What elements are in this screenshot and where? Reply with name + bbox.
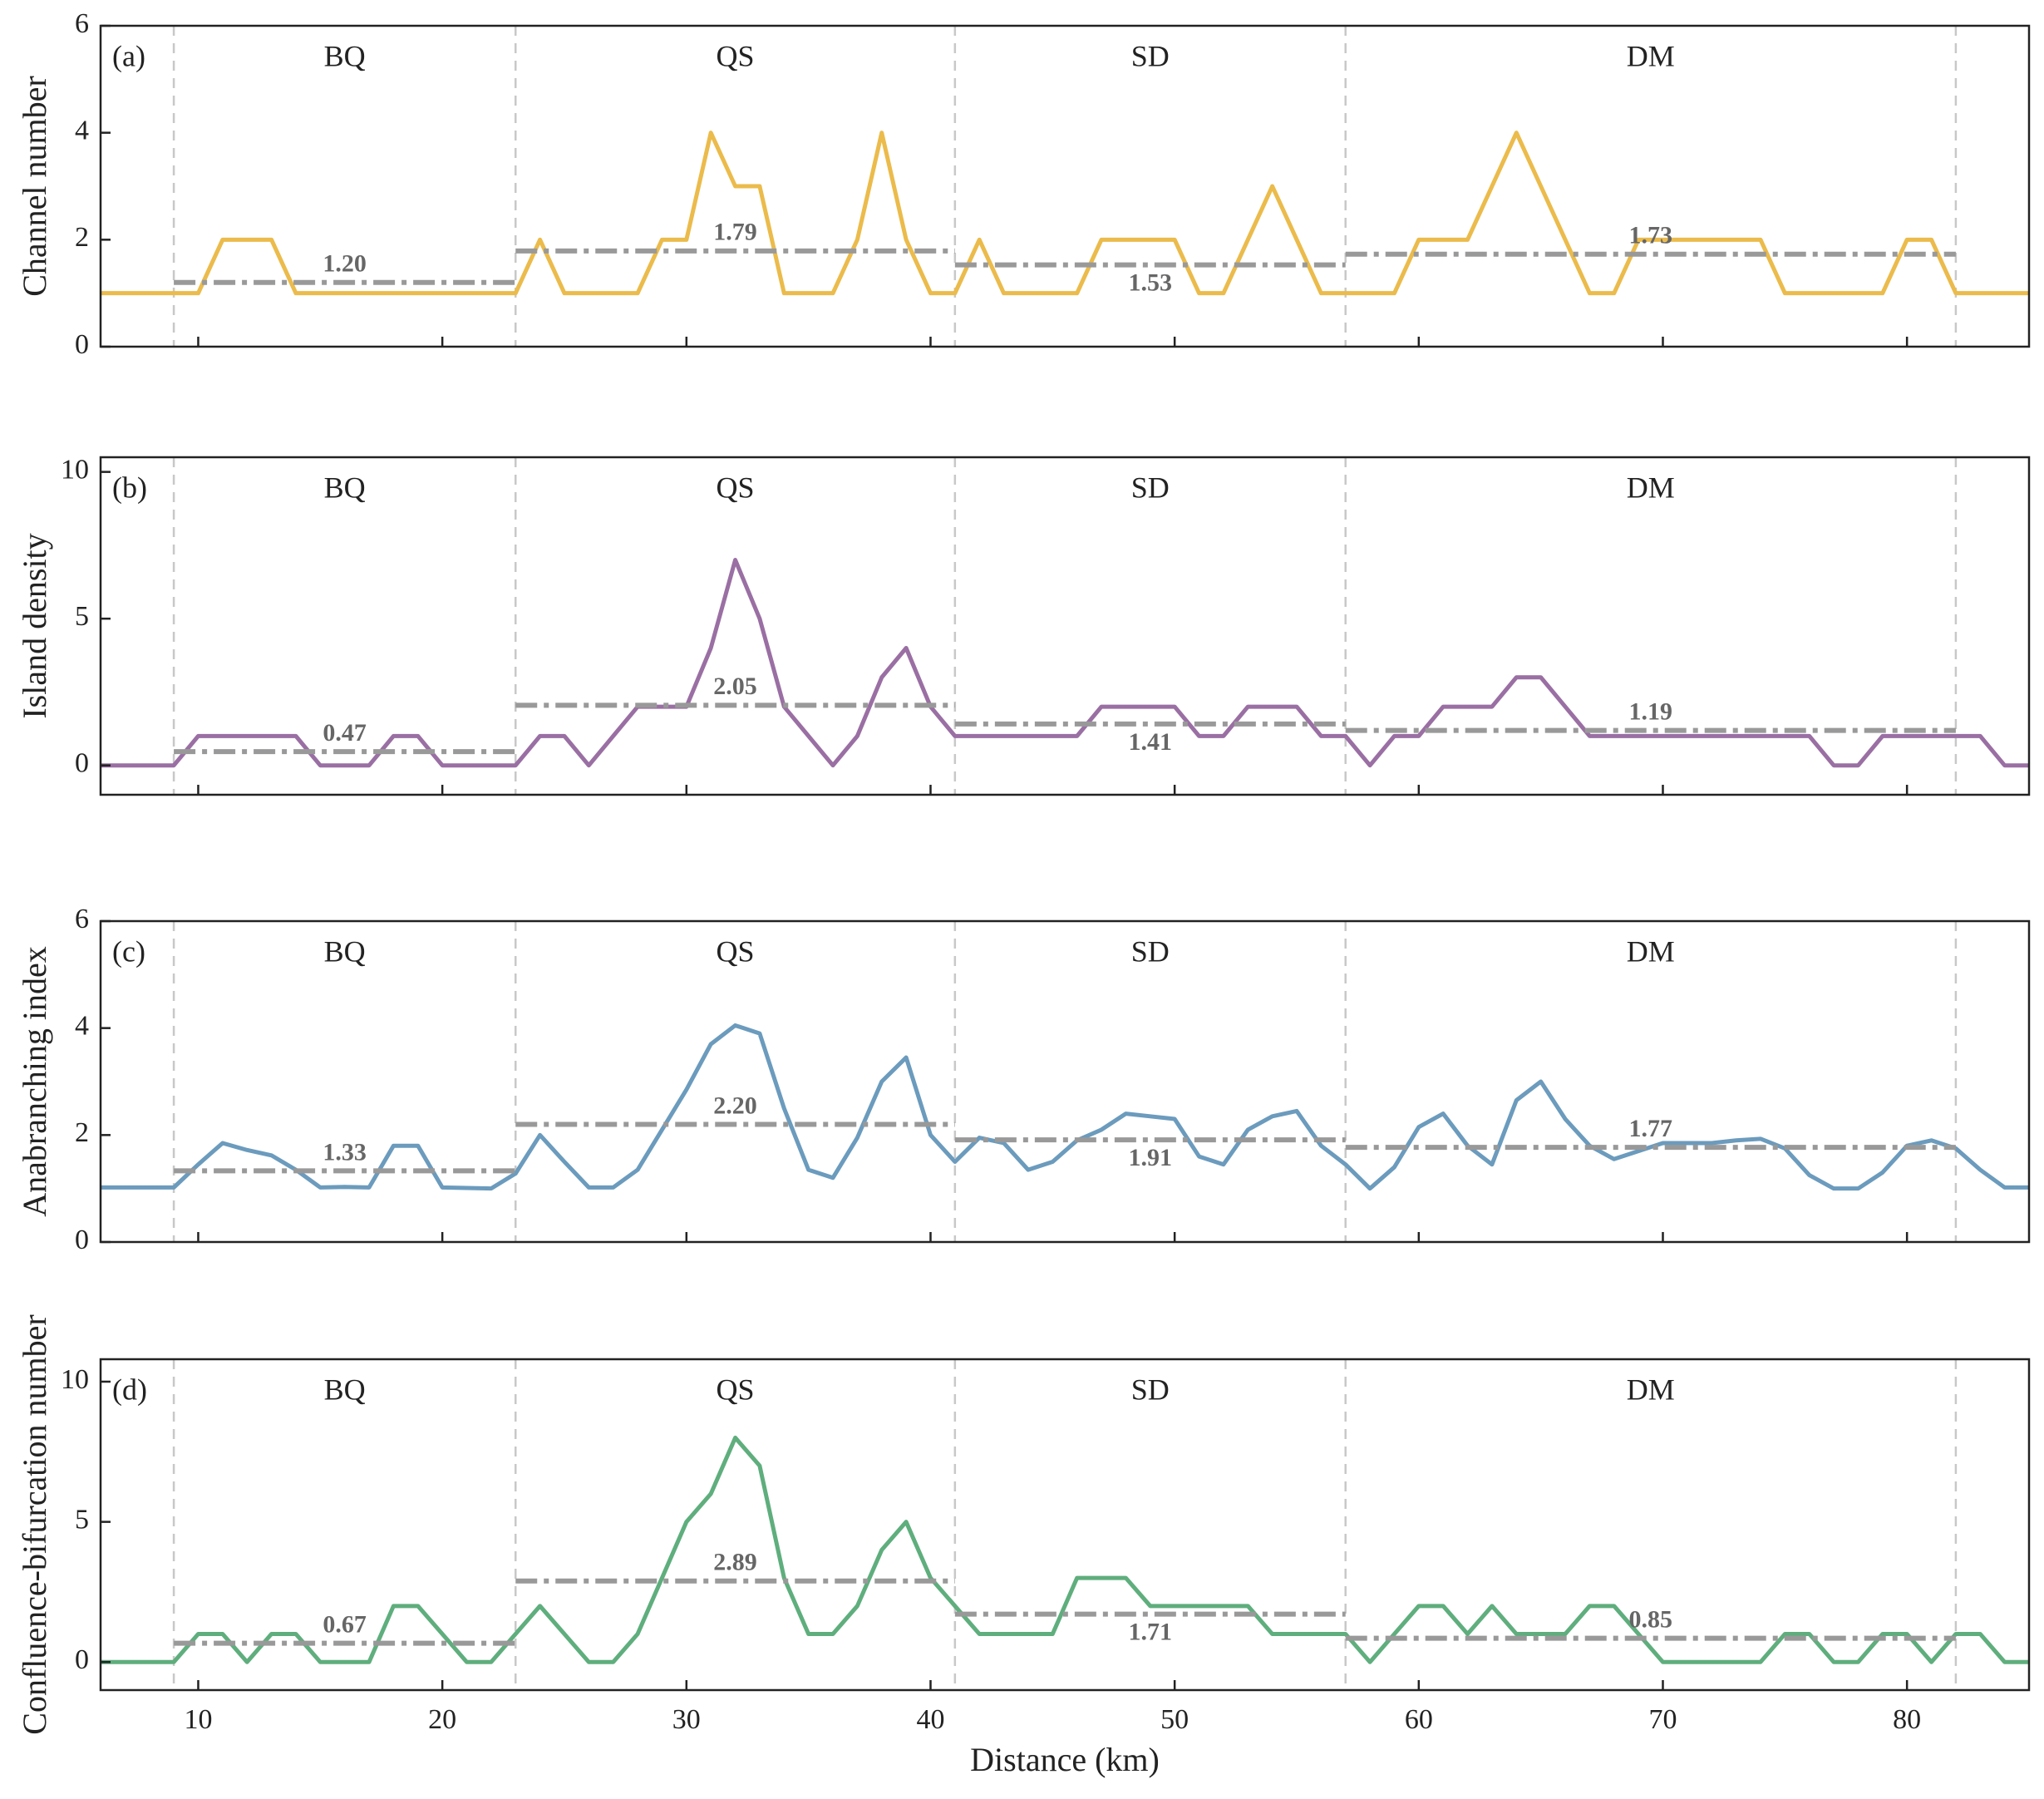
plot-frame	[99, 919, 2031, 1244]
y-tick-label: 4	[75, 115, 89, 145]
y-tick-label: 10	[61, 1364, 89, 1395]
y-tick-label: 5	[75, 601, 89, 632]
mean-label: 0.85	[1629, 1605, 1673, 1633]
data-line	[101, 1023, 2029, 1191]
region-label: DM	[1627, 471, 1675, 504]
region-label: QS	[717, 39, 755, 72]
region-label: DM	[1627, 39, 1675, 72]
region-label: DM	[1627, 934, 1675, 968]
y-tick-label: 5	[75, 1504, 89, 1535]
y-tick-label: 4	[75, 1010, 89, 1041]
x-tick-label: 50	[1160, 1704, 1189, 1735]
plot-frame	[99, 24, 2031, 348]
y-tick-label: 0	[75, 1225, 89, 1255]
y-tick-label: 2	[75, 222, 89, 253]
mean-label: 2.05	[713, 673, 757, 700]
y-axis-label: Channel number	[16, 76, 53, 297]
y-axis-label: Anabranching index	[16, 946, 53, 1216]
region-label: SD	[1131, 471, 1170, 504]
region-label: QS	[717, 934, 755, 968]
mean-label: 1.20	[323, 250, 367, 278]
y-tick-label: 0	[75, 329, 89, 360]
region-label: SD	[1131, 934, 1170, 968]
mean-label: 1.91	[1129, 1144, 1173, 1171]
x-axis-label: Distance (km)	[970, 1741, 1160, 1778]
x-tick-label: 70	[1648, 1704, 1677, 1735]
x-tick-label: 40	[916, 1704, 944, 1735]
plot-frame	[99, 456, 2031, 796]
panel-label: (c)	[112, 934, 145, 968]
mean-label: 1.33	[323, 1138, 367, 1166]
mean-label: 1.77	[1629, 1115, 1673, 1142]
mean-label: 1.79	[713, 219, 757, 246]
panel-label: (a)	[112, 39, 145, 72]
region-label: SD	[1131, 39, 1170, 72]
y-tick-label: 10	[61, 454, 89, 485]
mean-label: 0.67	[323, 1611, 367, 1639]
x-tick-label: 80	[1893, 1704, 1921, 1735]
data-line	[101, 558, 2029, 768]
y-tick-label: 6	[75, 904, 89, 934]
region-label: BQ	[324, 471, 366, 504]
panel-label: (b)	[112, 471, 147, 504]
mean-label: 0.47	[323, 719, 367, 747]
x-tick-label: 60	[1405, 1704, 1433, 1735]
y-tick-label: 6	[75, 8, 89, 39]
y-tick-label: 2	[75, 1117, 89, 1148]
region-label: QS	[717, 1373, 755, 1406]
mean-label: 2.89	[713, 1549, 757, 1576]
data-line	[101, 131, 2029, 296]
mean-label: 1.41	[1129, 728, 1173, 756]
y-tick-label: 0	[75, 747, 89, 778]
mean-label: 1.73	[1629, 222, 1673, 249]
region-label: BQ	[324, 1373, 366, 1406]
panel-label: (d)	[112, 1373, 147, 1406]
mean-label: 2.20	[713, 1092, 757, 1119]
plot-frame	[99, 1358, 2031, 1692]
region-label: QS	[717, 471, 755, 504]
data-line	[101, 1435, 2029, 1664]
x-tick-label: 30	[672, 1704, 701, 1735]
x-tick-label: 10	[184, 1704, 212, 1735]
region-label: SD	[1131, 1373, 1170, 1406]
y-tick-label: 0	[75, 1644, 89, 1675]
region-label: BQ	[324, 934, 366, 968]
region-label: BQ	[324, 39, 366, 72]
mean-label: 1.71	[1129, 1618, 1173, 1645]
mean-label: 1.53	[1129, 269, 1173, 296]
x-tick-label: 20	[428, 1704, 456, 1735]
mean-label: 1.19	[1629, 698, 1673, 726]
y-axis-label: Island density	[16, 533, 53, 718]
region-label: DM	[1627, 1373, 1675, 1406]
y-axis-label: Confluence-bifurcation number	[16, 1314, 53, 1734]
